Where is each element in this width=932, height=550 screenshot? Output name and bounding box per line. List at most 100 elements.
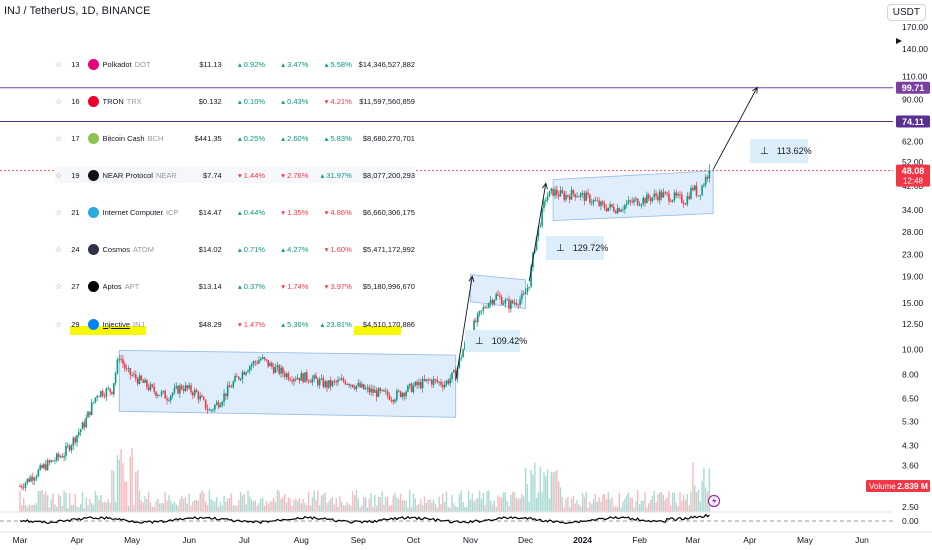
price-tick-label: 10.00 (902, 344, 924, 354)
candle-body (67, 445, 69, 447)
watchlist-star-icon[interactable]: ☆ (55, 170, 63, 180)
candle-body (552, 188, 554, 196)
candle-body (565, 195, 567, 200)
volume-bar (236, 505, 238, 512)
coin-row-inj[interactable]: ☆ 29 Injective INJ $48.29 ▾ 1.47% ▴ 5.36% ▴ 23.… (55, 316, 415, 332)
coin-row-dot[interactable]: ☆ 13 Polkadot DOT $11.13 ▴ 0.92% ▴ 3.47% ▴ 5.58… (55, 56, 415, 72)
volume-bar (482, 493, 484, 512)
candle-body (204, 399, 207, 409)
volume-bar (113, 471, 115, 512)
watchlist-star-icon[interactable]: ☆ (55, 281, 63, 291)
candle-body (63, 455, 65, 458)
candle-body (52, 460, 54, 462)
volume-bar (153, 507, 155, 512)
volume-bar (348, 503, 350, 512)
arrow-head (468, 275, 475, 283)
candle-body (522, 293, 525, 295)
coin-row-apt[interactable]: ☆ 27 Aptos APT $13.14 ▴ 0.37% ▾ 1.74% ▾ 3.97% $5… (55, 278, 415, 294)
volume-bar (85, 497, 87, 512)
coin-row-trx[interactable]: ☆ 16 TRON TRX $0.132 ▴ 0.10% ▴ 0.43% ▾ 4.21% $11… (55, 93, 415, 109)
watchlist-star-icon[interactable]: ☆ (55, 319, 63, 329)
candle-body (546, 196, 549, 200)
volume-bar (317, 490, 319, 512)
volume-bar (427, 499, 429, 512)
volume-bar (254, 500, 256, 512)
time-tick-label: Feb (632, 535, 647, 545)
watchlist-star-icon[interactable]: ☆ (55, 244, 63, 254)
candle-body (399, 391, 402, 397)
volume-bar (695, 492, 698, 512)
volume-bar (524, 467, 527, 512)
measure-value: 109.42% (491, 336, 528, 346)
volume-bar (513, 492, 516, 512)
volume-bar (304, 502, 306, 512)
volume-bar (315, 499, 317, 512)
coin-change-h1: ▾ 1.44% (237, 170, 266, 180)
volume-bar (701, 480, 703, 512)
volume-bar (223, 496, 225, 512)
candle-body (627, 200, 630, 204)
candle-body (489, 300, 492, 304)
volume-bar (203, 493, 205, 512)
coin-row-icp[interactable]: ☆ 21 Internet Computer ICP $14.47 ▴ 0.44% ▾ 1.… (55, 204, 415, 220)
coin-ticker: TRX (126, 96, 142, 106)
candle-body (616, 208, 619, 214)
volume-bar (326, 503, 328, 512)
coin-change-h24: ▴ 5.36% (281, 319, 309, 329)
coin-change-d7: ▴ 23.81% (320, 319, 352, 329)
coin-row-near[interactable]: ☆ 19 NEAR Protocol NEAR $7.74 ▾ 1.44% ▾ 2.76% ▴… (55, 167, 415, 183)
candle-body (407, 385, 409, 392)
volume-bar (670, 505, 672, 512)
price-tick-label: 8.00 (902, 370, 919, 380)
time-tick-label: Dec (518, 535, 534, 545)
current-price-label: 48.08 (902, 166, 925, 176)
volume-bar (144, 496, 146, 512)
candle-body (340, 378, 343, 380)
candle-body (410, 383, 413, 392)
candle-body (429, 379, 431, 381)
volume-bar (23, 497, 25, 512)
time-axis[interactable]: Mar Apr May Jun Jul Aug Sep Oct Nov Dec 2024 Feb Mar… (0, 531, 932, 545)
volume-bar (558, 481, 560, 512)
volume-bar (96, 495, 98, 512)
candle-body (548, 191, 551, 197)
candle-body (578, 196, 580, 198)
coin-row-atom[interactable]: ☆ 24 Cosmos ATOM $14.02 ▴ 0.71% ▴ 4.27% ▾ 1.60%… (55, 241, 415, 257)
watchlist-star-icon[interactable]: ☆ (55, 133, 63, 143)
candle-body (381, 389, 383, 391)
candle-body (24, 482, 27, 488)
coin-change-d7: ▾ 4.86% (324, 207, 352, 217)
watchlist-star-icon[interactable]: ☆ (55, 96, 63, 106)
volume-bar (414, 498, 416, 512)
candle-body (383, 389, 385, 392)
time-tick-label: Apr (743, 535, 756, 545)
candle-body (611, 204, 613, 207)
candle-body (405, 391, 407, 397)
coin-row-bch[interactable]: ☆ 17 Bitcoin Cash BCH $441.35 ▴ 0.25% ▴ 2.60% ▴… (55, 130, 415, 146)
watchlist-star-icon[interactable]: ☆ (55, 207, 63, 217)
volume-bar (368, 498, 370, 512)
price-tick-label: 12.50 (902, 319, 924, 329)
coin-name: Internet Computer ICP (103, 208, 184, 217)
price-tick-label: 170.00 (902, 22, 928, 32)
volume-bar (478, 490, 481, 512)
currency-button[interactable]: USDT (886, 4, 926, 21)
volume-bar (629, 497, 632, 512)
coin-logo-icon (87, 132, 99, 144)
volume-bar (364, 497, 367, 512)
volume-bar (217, 506, 220, 512)
candle-body (109, 388, 111, 392)
volume-bar (611, 497, 613, 512)
volume-bar (521, 494, 523, 512)
watchlist-star-icon[interactable]: ☆ (55, 59, 63, 69)
candle-body (135, 374, 137, 379)
candle-body (188, 385, 190, 389)
candle-body (164, 390, 166, 399)
candle-body (195, 389, 198, 393)
price-axis[interactable]: 170.00140.00110.0090.0062.0052.0042.0034… (707, 0, 932, 550)
volume-bar (72, 504, 74, 512)
candle-body (298, 377, 301, 381)
candle-body (688, 196, 690, 199)
candle-body (307, 380, 310, 382)
